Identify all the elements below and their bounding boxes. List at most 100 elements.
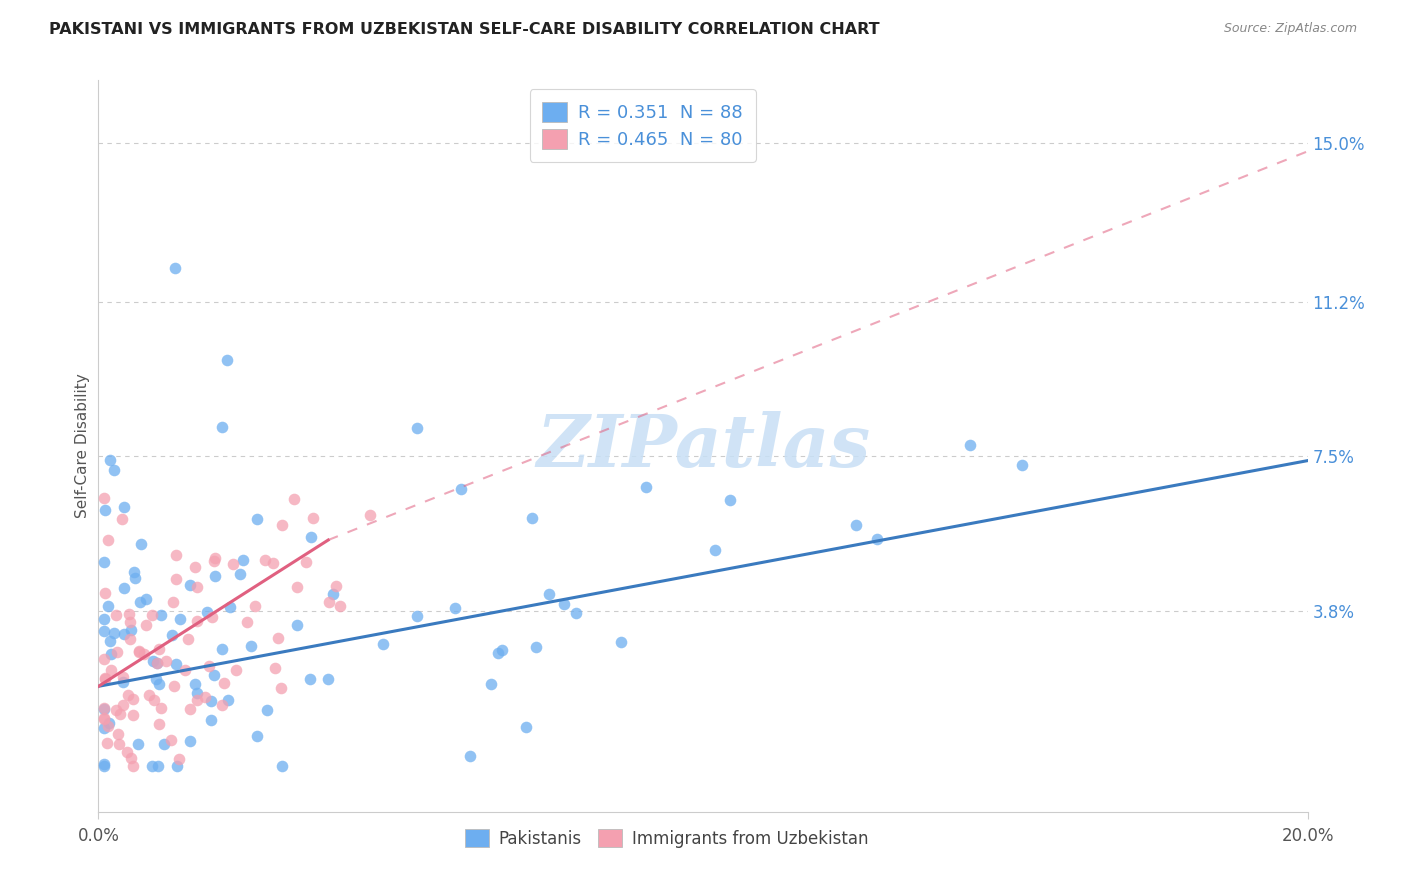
Point	[270, 517, 292, 532]
Point	[146, 656, 169, 670]
Point	[287, 580, 309, 594]
Point	[491, 642, 513, 657]
Point	[124, 566, 146, 580]
Point	[553, 597, 575, 611]
Point	[112, 670, 135, 684]
Point	[267, 631, 290, 645]
Point	[246, 729, 269, 743]
Point	[184, 560, 207, 574]
Point	[93, 624, 115, 638]
Point	[169, 612, 191, 626]
Point	[100, 647, 122, 661]
Point	[197, 658, 219, 673]
Point	[122, 691, 145, 706]
Point	[93, 503, 115, 517]
Point	[450, 482, 472, 496]
Point	[142, 693, 165, 707]
Point	[165, 572, 187, 586]
Point	[271, 758, 294, 772]
Point	[148, 717, 170, 731]
Point	[219, 600, 242, 615]
Point	[160, 627, 183, 641]
Legend: Pakistanis, Immigrants from Uzbekistan: Pakistanis, Immigrants from Uzbekistan	[458, 822, 875, 855]
Point	[232, 553, 254, 567]
Point	[105, 645, 128, 659]
Point	[520, 510, 543, 524]
Point	[128, 644, 150, 658]
Point	[93, 712, 115, 726]
Point	[186, 614, 208, 628]
Point	[93, 721, 115, 735]
Point	[295, 555, 318, 569]
Point	[194, 690, 217, 704]
Point	[246, 512, 269, 526]
Point	[479, 677, 502, 691]
Point	[202, 554, 225, 568]
Point	[460, 749, 482, 764]
Point	[200, 713, 222, 727]
Point	[115, 745, 138, 759]
Point	[94, 672, 117, 686]
Point	[97, 599, 120, 613]
Point	[93, 611, 115, 625]
Point	[610, 635, 633, 649]
Point	[165, 261, 187, 276]
Point	[201, 609, 224, 624]
Point	[263, 661, 285, 675]
Point	[406, 421, 429, 435]
Point	[720, 492, 742, 507]
Point	[121, 758, 143, 772]
Point	[149, 607, 172, 622]
Point	[93, 555, 115, 569]
Text: ZIPatlas: ZIPatlas	[536, 410, 870, 482]
Point	[704, 542, 727, 557]
Point	[186, 686, 208, 700]
Point	[94, 586, 117, 600]
Point	[302, 511, 325, 525]
Point	[322, 587, 344, 601]
Point	[118, 607, 141, 621]
Point	[153, 737, 176, 751]
Point	[129, 595, 152, 609]
Point	[98, 452, 121, 467]
Point	[204, 568, 226, 582]
Point	[371, 637, 394, 651]
Point	[253, 553, 276, 567]
Point	[329, 599, 352, 613]
Point	[526, 640, 548, 654]
Point	[538, 586, 561, 600]
Point	[93, 758, 115, 772]
Point	[184, 677, 207, 691]
Point	[120, 751, 142, 765]
Point	[229, 567, 252, 582]
Point	[148, 758, 170, 772]
Point	[117, 688, 139, 702]
Point	[225, 663, 247, 677]
Point	[845, 518, 868, 533]
Point	[120, 623, 142, 637]
Point	[100, 663, 122, 677]
Point	[165, 657, 187, 671]
Point	[93, 671, 115, 685]
Point	[111, 698, 134, 712]
Point	[866, 533, 889, 547]
Point	[200, 694, 222, 708]
Point	[405, 609, 427, 624]
Point	[636, 480, 658, 494]
Point	[96, 736, 118, 750]
Point	[112, 581, 135, 595]
Point	[212, 676, 235, 690]
Point	[97, 715, 120, 730]
Point	[177, 632, 200, 646]
Point	[243, 599, 266, 614]
Point	[262, 556, 284, 570]
Point	[211, 420, 233, 434]
Point	[132, 647, 155, 661]
Point	[1011, 458, 1033, 472]
Point	[316, 672, 339, 686]
Point	[148, 641, 170, 656]
Point	[195, 605, 218, 619]
Point	[959, 437, 981, 451]
Point	[97, 719, 120, 733]
Point	[256, 703, 278, 717]
